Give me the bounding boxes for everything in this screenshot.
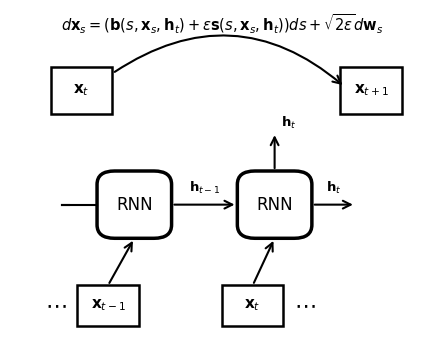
FancyBboxPatch shape	[238, 171, 312, 238]
Text: $\mathbf{x}_{t+1}$: $\mathbf{x}_{t+1}$	[353, 82, 388, 98]
FancyArrowPatch shape	[174, 201, 232, 209]
Text: $d\mathbf{x}_s = \left(\mathbf{b}(s, \mathbf{x}_s, \mathbf{h}_t) + \epsilon\math: $d\mathbf{x}_s = \left(\mathbf{b}(s, \ma…	[61, 13, 383, 36]
Text: RNN: RNN	[256, 196, 293, 214]
Text: $\mathbf{h}_t$: $\mathbf{h}_t$	[281, 115, 297, 131]
Bar	[222, 285, 283, 326]
Bar	[77, 285, 139, 326]
Text: $\mathbf{x}_t$: $\mathbf{x}_t$	[245, 298, 261, 313]
Text: $\mathbf{h}_{t-1}$: $\mathbf{h}_{t-1}$	[189, 180, 220, 196]
Text: $\mathbf{h}_t$: $\mathbf{h}_t$	[326, 180, 341, 196]
Text: $\cdots$: $\cdots$	[294, 295, 316, 316]
Text: $\mathbf{x}_t$: $\mathbf{x}_t$	[73, 82, 90, 98]
Bar	[341, 67, 402, 114]
Bar	[51, 67, 112, 114]
Text: $\cdots$: $\cdots$	[44, 295, 66, 316]
FancyBboxPatch shape	[97, 171, 171, 238]
FancyArrowPatch shape	[115, 36, 341, 83]
Text: RNN: RNN	[116, 196, 153, 214]
Text: $\mathbf{x}_{t-1}$: $\mathbf{x}_{t-1}$	[91, 298, 126, 313]
